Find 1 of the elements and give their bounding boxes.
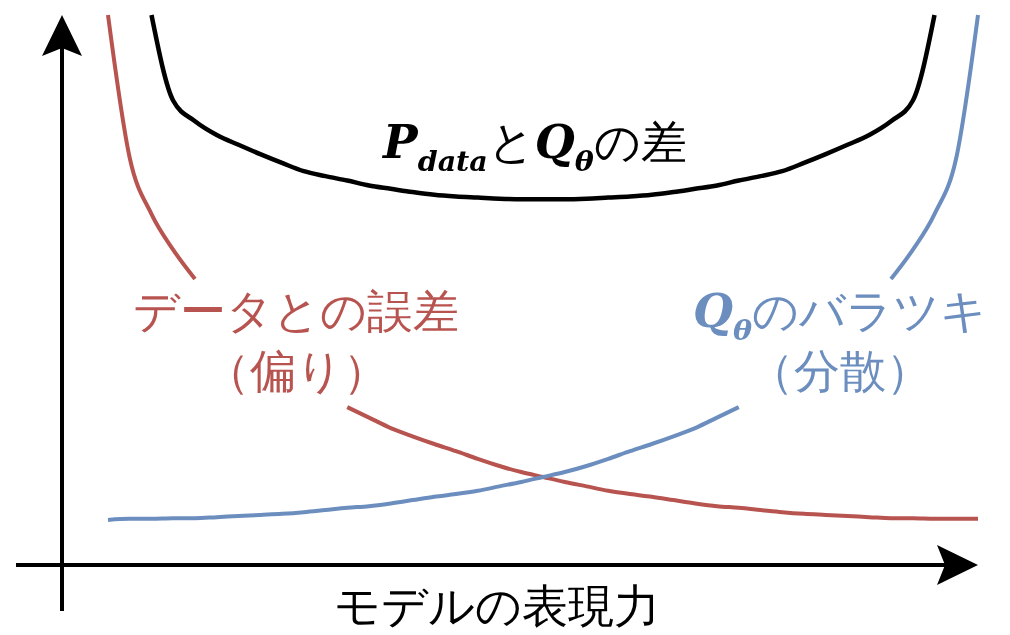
xlabel: モデルの表現力	[334, 579, 660, 633]
